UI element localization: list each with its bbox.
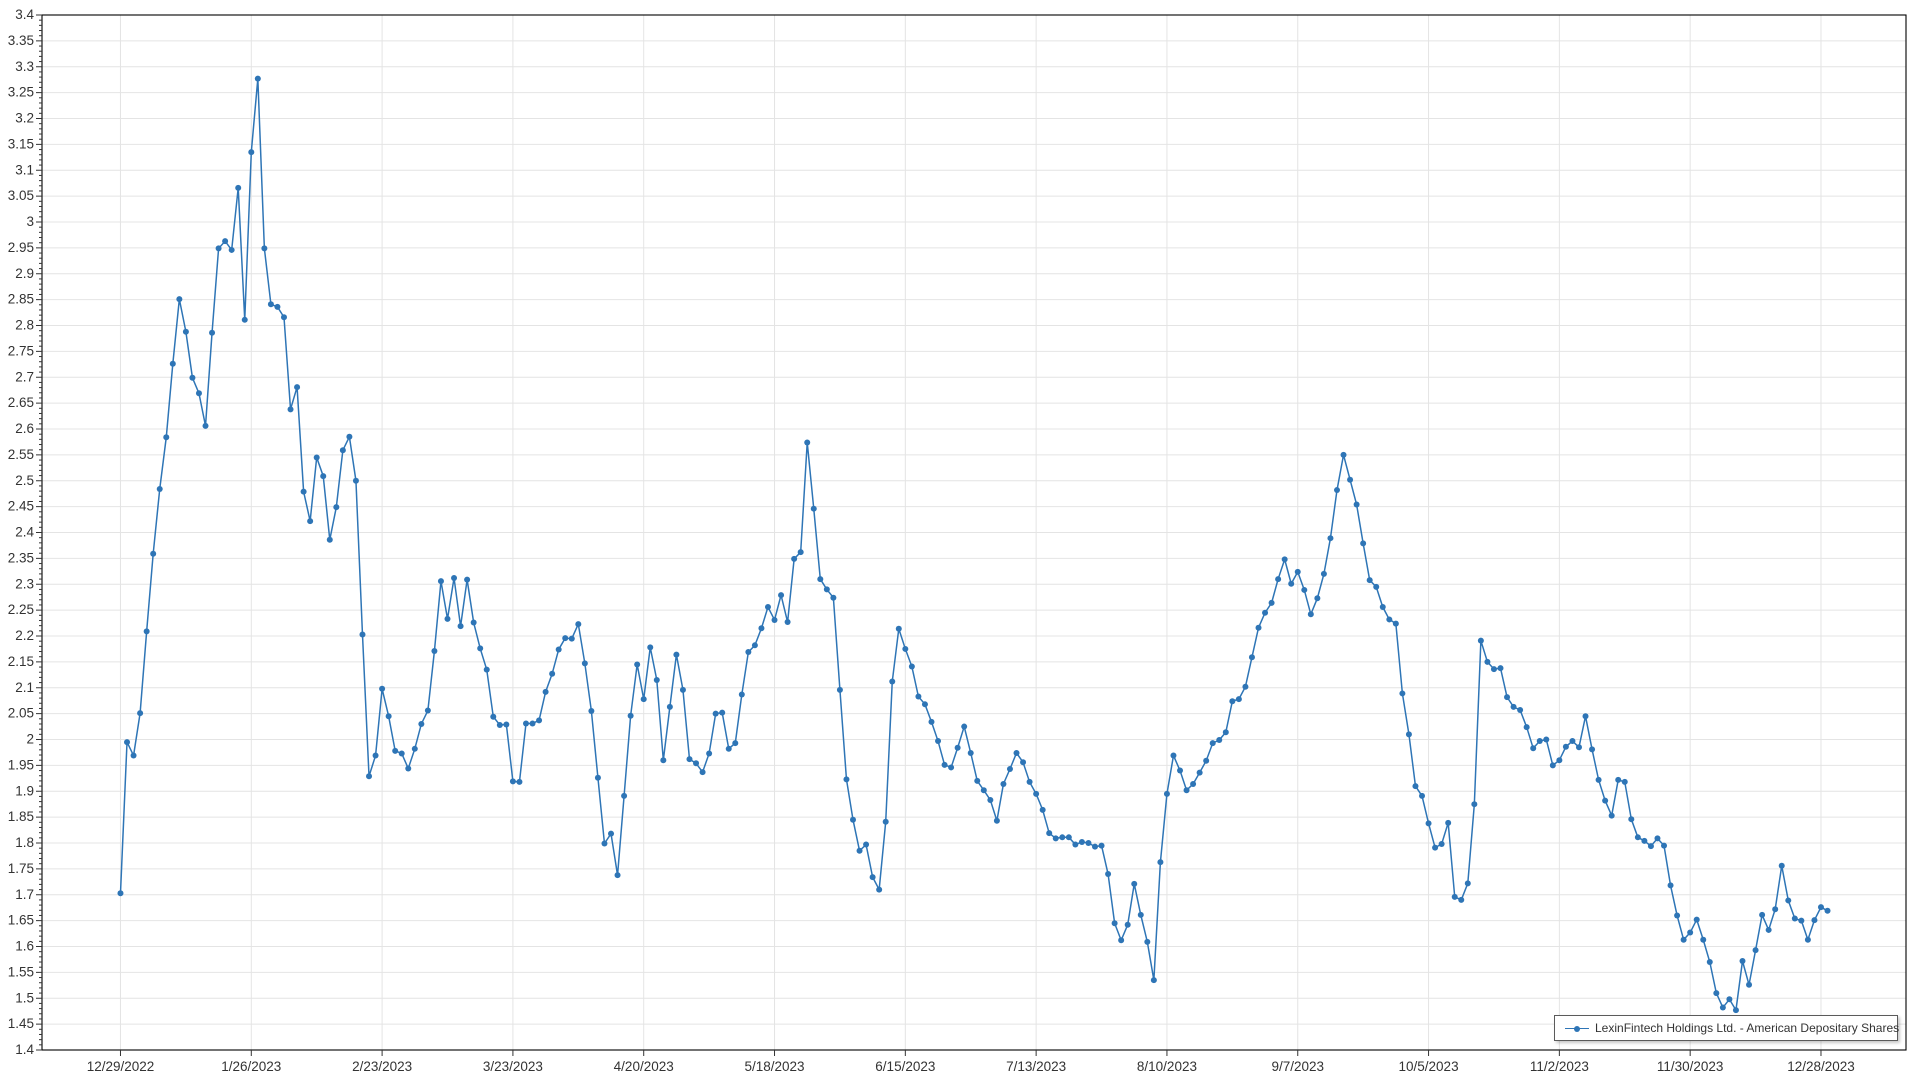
svg-text:4/20/2023: 4/20/2023 (614, 1059, 674, 1074)
svg-text:1.9: 1.9 (15, 783, 34, 798)
svg-text:3.4: 3.4 (15, 7, 34, 22)
svg-text:2.3: 2.3 (15, 576, 34, 591)
svg-text:2.55: 2.55 (8, 447, 34, 462)
svg-text:1/26/2023: 1/26/2023 (221, 1059, 281, 1074)
svg-text:3.25: 3.25 (8, 85, 34, 100)
svg-text:3.05: 3.05 (8, 188, 34, 203)
svg-text:2: 2 (26, 732, 34, 747)
svg-text:1.55: 1.55 (8, 964, 34, 979)
svg-text:7/13/2023: 7/13/2023 (1006, 1059, 1066, 1074)
svg-text:3.35: 3.35 (8, 33, 34, 48)
svg-text:2.8: 2.8 (15, 318, 34, 333)
svg-text:1.5: 1.5 (15, 990, 34, 1005)
svg-text:2.5: 2.5 (15, 473, 34, 488)
svg-text:1.95: 1.95 (8, 757, 34, 772)
svg-text:6/15/2023: 6/15/2023 (875, 1059, 935, 1074)
svg-text:2.45: 2.45 (8, 499, 34, 514)
svg-text:8/10/2023: 8/10/2023 (1137, 1059, 1197, 1074)
svg-text:10/5/2023: 10/5/2023 (1399, 1059, 1459, 1074)
svg-text:1.7: 1.7 (15, 887, 34, 902)
svg-text:2.1: 2.1 (15, 680, 34, 695)
svg-text:2.25: 2.25 (8, 602, 34, 617)
svg-text:2.05: 2.05 (8, 706, 34, 721)
svg-text:2.65: 2.65 (8, 395, 34, 410)
svg-text:3/23/2023: 3/23/2023 (483, 1059, 543, 1074)
svg-text:3: 3 (26, 214, 34, 229)
svg-text:2.6: 2.6 (15, 421, 34, 436)
svg-text:9/7/2023: 9/7/2023 (1271, 1059, 1324, 1074)
svg-text:2.85: 2.85 (8, 292, 34, 307)
svg-text:3.3: 3.3 (15, 59, 34, 74)
svg-text:2.35: 2.35 (8, 550, 34, 565)
svg-text:2.95: 2.95 (8, 240, 34, 255)
svg-text:2.2: 2.2 (15, 628, 34, 643)
svg-text:1.65: 1.65 (8, 913, 34, 928)
svg-text:2.15: 2.15 (8, 654, 34, 669)
svg-text:2.9: 2.9 (15, 266, 34, 281)
svg-text:2.7: 2.7 (15, 369, 34, 384)
svg-text:11/2/2023: 11/2/2023 (1530, 1059, 1589, 1074)
svg-text:2.75: 2.75 (8, 343, 34, 358)
svg-text:1.45: 1.45 (8, 1016, 34, 1031)
svg-text:3.2: 3.2 (15, 111, 34, 126)
svg-text:1.8: 1.8 (15, 835, 34, 850)
svg-text:5/18/2023: 5/18/2023 (744, 1059, 804, 1074)
svg-text:12/28/2023: 12/28/2023 (1787, 1059, 1855, 1074)
svg-text:11/30/2023: 11/30/2023 (1657, 1059, 1724, 1074)
svg-text:2.4: 2.4 (15, 525, 34, 540)
svg-text:1.6: 1.6 (15, 939, 34, 954)
svg-text:3.1: 3.1 (15, 162, 34, 177)
svg-text:2/23/2023: 2/23/2023 (352, 1059, 412, 1074)
svg-text:1.85: 1.85 (8, 809, 34, 824)
svg-text:1.75: 1.75 (8, 861, 34, 876)
svg-text:3.15: 3.15 (8, 136, 34, 151)
svg-text:1.4: 1.4 (15, 1042, 34, 1057)
svg-text:12/29/2022: 12/29/2022 (87, 1059, 155, 1074)
